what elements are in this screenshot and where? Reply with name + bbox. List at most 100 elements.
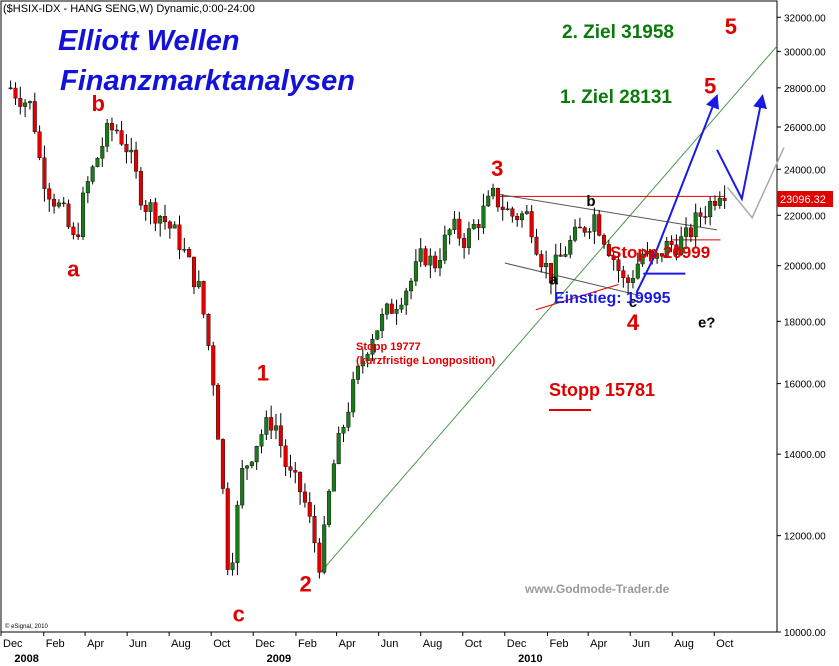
candle [365, 352, 370, 368]
candle [452, 211, 457, 235]
candle [298, 471, 303, 505]
stopp-15781-label: Stopp 15781 [549, 380, 655, 400]
projection-lines [635, 94, 785, 294]
candle [674, 234, 679, 261]
candle [167, 220, 172, 239]
candle [462, 233, 467, 259]
overlay-lines [320, 45, 778, 573]
y-tick-label: 22000.00 [784, 211, 826, 222]
x-tick-label: Feb [298, 638, 317, 650]
chart-header: ($HSIX-IDX - HANG SENG,W) Dynamic,0:00-2… [3, 3, 255, 15]
candle [659, 253, 664, 263]
candle [684, 217, 689, 250]
candle [249, 461, 254, 469]
candle [529, 205, 534, 244]
candle [399, 297, 404, 313]
candle [645, 242, 650, 257]
candle [500, 194, 505, 221]
wave-label: b [586, 193, 595, 210]
candle [225, 482, 230, 576]
candle [640, 248, 645, 267]
candle [708, 196, 713, 226]
title-line1: Elliott Wellen [58, 25, 240, 57]
candle [105, 119, 110, 153]
y-tick-label: 26000.00 [784, 123, 826, 134]
candle [158, 215, 163, 237]
candle [148, 199, 153, 225]
wave-label: e? [698, 314, 716, 331]
wave-label: 2 [299, 571, 311, 596]
x-tick-label: Feb [46, 638, 65, 650]
candle [423, 245, 428, 267]
y-tick-label: 18000.00 [784, 317, 826, 328]
candle [172, 221, 177, 229]
candle [317, 538, 322, 579]
title-line2: Finanzmarktanalysen [60, 65, 355, 97]
candle [346, 402, 351, 432]
candle [413, 249, 418, 287]
x-tick-label: Oct [716, 638, 733, 650]
candle [307, 492, 312, 524]
x-tick-label: Jun [129, 638, 147, 650]
candle [85, 176, 90, 204]
wave-label: b [91, 91, 104, 116]
candle [587, 228, 592, 240]
x-tick-label: Apr [590, 638, 607, 650]
projection-grey [726, 147, 785, 220]
candle [114, 124, 119, 135]
candle [196, 270, 201, 289]
candle [616, 252, 621, 283]
candle [548, 263, 553, 295]
candle [81, 186, 86, 240]
candle [481, 193, 486, 234]
candle [553, 243, 558, 294]
candle [370, 334, 375, 362]
y-tick-label: 14000.00 [784, 450, 826, 461]
wave-label: c [233, 602, 245, 627]
candle [539, 250, 544, 273]
candle [375, 330, 380, 341]
candle [119, 120, 124, 146]
candle [153, 197, 158, 232]
last-price-value: 23096.32 [780, 194, 826, 206]
candle [466, 221, 471, 255]
candle [264, 410, 269, 441]
wave-label: c [629, 294, 637, 311]
candle [56, 199, 61, 209]
candle [437, 248, 442, 277]
x-tick-label: Dec [3, 638, 23, 650]
candle [573, 219, 578, 243]
candle [505, 201, 510, 211]
candle [124, 134, 129, 164]
candle [442, 225, 447, 264]
x-year-label: 2010 [518, 653, 542, 665]
candle [568, 235, 573, 259]
y-tick-label: 28000.00 [784, 84, 826, 95]
candle [182, 237, 187, 253]
candle [384, 302, 389, 320]
x-year-label: 2008 [14, 653, 38, 665]
wave-label: 3 [491, 156, 503, 181]
wave-label: 1 [257, 360, 269, 385]
candle [577, 217, 582, 229]
y-tick-label: 16000.00 [784, 380, 826, 391]
candle [191, 256, 196, 295]
candle [495, 187, 500, 212]
wave-label: 5 [725, 14, 737, 39]
candle [336, 426, 341, 465]
candle [331, 459, 336, 492]
wave-label: 4 [627, 310, 640, 335]
x-tick-label: Jun [381, 638, 399, 650]
candle [240, 459, 245, 509]
candles [8, 80, 727, 579]
candle [669, 235, 674, 253]
stopp-19777-line [535, 284, 619, 311]
candle [273, 413, 278, 440]
x-tick-label: Apr [339, 638, 356, 650]
candle [109, 117, 114, 142]
candle [100, 137, 105, 167]
projection-ziel1 [635, 94, 719, 294]
plot-area [0, 0, 778, 633]
